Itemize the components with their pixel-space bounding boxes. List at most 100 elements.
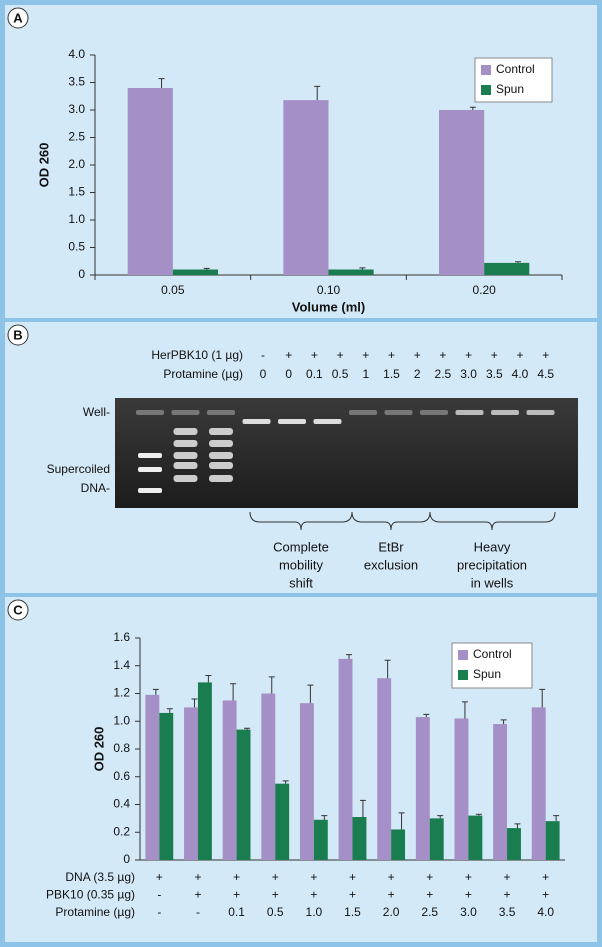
x-row-value: + bbox=[504, 888, 511, 902]
bar bbox=[261, 693, 276, 860]
error-bar bbox=[158, 78, 165, 88]
bar bbox=[197, 682, 212, 860]
x-row-value: + bbox=[156, 870, 163, 884]
x-row-value: + bbox=[310, 888, 317, 902]
bar bbox=[507, 828, 521, 860]
x-row-value: + bbox=[426, 888, 433, 902]
bar bbox=[172, 269, 218, 275]
gel-band bbox=[173, 475, 198, 482]
x-row-value: + bbox=[272, 870, 279, 884]
y-axis-title: OD 260 bbox=[91, 727, 106, 772]
gel-row-value: 0.5 bbox=[332, 367, 349, 381]
x-row-value: 4.0 bbox=[537, 905, 554, 919]
y-tick-label: 1.0 bbox=[113, 713, 130, 727]
gel-well bbox=[242, 419, 271, 424]
bar bbox=[313, 819, 328, 860]
x-row-value: 0.5 bbox=[267, 905, 284, 919]
error-bar bbox=[469, 106, 476, 110]
gel-row-value: + bbox=[439, 348, 446, 362]
error-bar bbox=[203, 267, 210, 270]
x-row-value: + bbox=[194, 888, 201, 902]
y-tick-label: 0.2 bbox=[113, 824, 130, 838]
legend-swatch bbox=[481, 65, 491, 75]
bracket bbox=[351, 511, 431, 531]
gel-row-value: 4.5 bbox=[537, 367, 554, 381]
gel-band bbox=[209, 440, 233, 447]
error-bar bbox=[423, 713, 430, 718]
gel-band bbox=[209, 452, 233, 459]
x-row-value: + bbox=[388, 870, 395, 884]
error-bar bbox=[230, 683, 237, 701]
error-bar bbox=[553, 815, 560, 822]
error-bar bbox=[514, 823, 521, 829]
bracket bbox=[249, 511, 353, 531]
error-bar bbox=[346, 654, 353, 659]
y-tick-label: 2.0 bbox=[68, 157, 85, 171]
gel-row-value: + bbox=[337, 348, 344, 362]
gel-row-label: HerPBK10 (1 µg) bbox=[151, 348, 243, 362]
x-row-value: 3.5 bbox=[499, 905, 516, 919]
bar bbox=[127, 88, 173, 275]
supercoiled-label: DNA- bbox=[81, 481, 110, 495]
group-label: mobility bbox=[279, 557, 324, 572]
gel-band bbox=[173, 452, 198, 459]
gel-row-value: 2.5 bbox=[435, 367, 452, 381]
x-row-value: + bbox=[504, 870, 511, 884]
legend-label: Spun bbox=[473, 667, 501, 681]
error-bar bbox=[268, 676, 275, 694]
bar bbox=[236, 729, 251, 860]
legend-swatch bbox=[481, 85, 491, 95]
gel-row-value: + bbox=[311, 348, 318, 362]
x-row-value: + bbox=[194, 870, 201, 884]
gel-well bbox=[136, 410, 164, 415]
bar bbox=[222, 700, 237, 860]
gel-row-value: 1 bbox=[362, 367, 369, 381]
gel-row-value: - bbox=[261, 348, 265, 362]
error-bar bbox=[539, 688, 546, 708]
legend-label: Spun bbox=[496, 82, 524, 96]
error-bar bbox=[475, 813, 482, 816]
x-tick-label: 0.10 bbox=[317, 283, 341, 297]
group-label: in wells bbox=[471, 575, 514, 590]
panel-letter: C bbox=[13, 602, 23, 617]
x-row-value: + bbox=[349, 870, 356, 884]
y-tick-label: 0.8 bbox=[113, 741, 130, 755]
letter-circle bbox=[7, 324, 29, 346]
bar bbox=[159, 712, 174, 860]
x-row-value: 1.0 bbox=[306, 905, 323, 919]
x-row-value: - bbox=[157, 905, 161, 919]
y-tick-label: 0.6 bbox=[113, 769, 130, 783]
gel-row-value: + bbox=[465, 348, 472, 362]
legend-label: Control bbox=[496, 62, 535, 76]
x-row-value: + bbox=[465, 870, 472, 884]
group-label: Heavy bbox=[474, 539, 511, 554]
bar bbox=[275, 783, 290, 860]
x-row-value: 1.5 bbox=[344, 905, 361, 919]
gel-well bbox=[171, 410, 200, 415]
gel-row-value: 0 bbox=[285, 367, 292, 381]
gel-row-value: + bbox=[414, 348, 421, 362]
gel-well bbox=[349, 410, 377, 415]
y-tick-label: 1.0 bbox=[68, 212, 85, 226]
legend-swatch bbox=[458, 650, 468, 660]
y-tick-label: 1.5 bbox=[68, 185, 85, 199]
x-row-value: + bbox=[349, 888, 356, 902]
x-row-value: - bbox=[157, 888, 161, 902]
bar bbox=[352, 816, 367, 860]
bar bbox=[484, 262, 530, 275]
x-row-label: DNA (3.5 µg) bbox=[65, 870, 135, 884]
gel-band bbox=[173, 462, 198, 469]
error-bar bbox=[359, 267, 366, 270]
x-row-value: + bbox=[233, 888, 240, 902]
x-row-value: 0.1 bbox=[228, 905, 245, 919]
y-tick-label: 4.0 bbox=[68, 47, 85, 61]
x-row-value: + bbox=[388, 888, 395, 902]
x-row-value: + bbox=[272, 888, 279, 902]
panel-letter: A bbox=[13, 10, 23, 25]
group-label: exclusion bbox=[364, 557, 418, 572]
error-bar bbox=[515, 261, 522, 263]
x-row-value: + bbox=[426, 870, 433, 884]
y-tick-label: 0.5 bbox=[68, 240, 85, 254]
